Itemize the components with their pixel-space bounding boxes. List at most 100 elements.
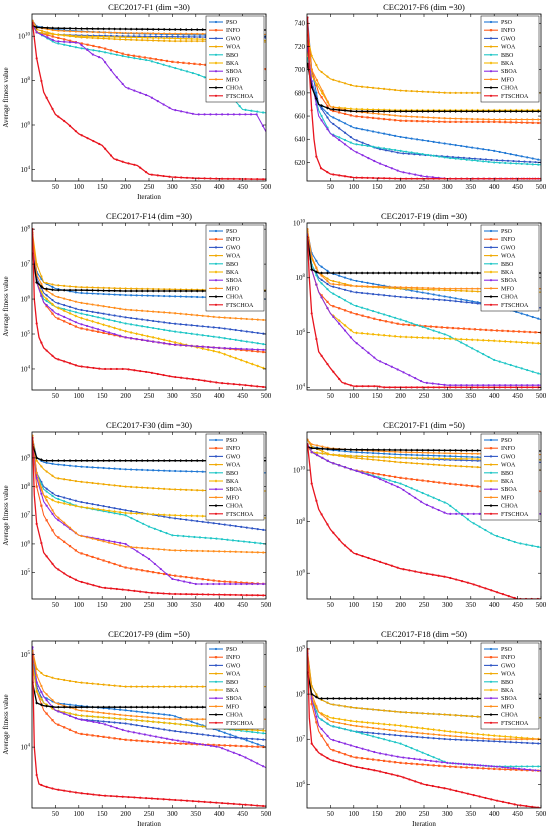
series-marker-mfo: [310, 255, 313, 258]
series-marker-woa: [399, 89, 402, 92]
series-marker-mfo: [163, 32, 166, 35]
legend-label-woa: WOA: [501, 254, 516, 260]
series-marker-sboa: [139, 91, 142, 94]
series-marker-gwo: [523, 160, 526, 163]
series-marker-pso: [410, 137, 413, 140]
series-marker-bbo: [382, 738, 386, 741]
series-marker-woa: [443, 464, 446, 467]
series-marker-gwo: [201, 520, 204, 523]
y-tick-label: 108: [296, 518, 306, 526]
series-marker-mfo: [179, 312, 182, 315]
series-marker-bbo: [229, 337, 232, 341]
series-marker-woa: [152, 39, 155, 42]
series-marker-bka: [45, 297, 49, 301]
series-marker-sboa: [238, 753, 241, 757]
series-marker-pso: [57, 463, 60, 466]
series-marker-bka: [325, 714, 329, 718]
series-marker-woa: [427, 712, 430, 715]
series-marker-info: [35, 485, 38, 488]
series-marker-sboa: [315, 715, 318, 718]
series-marker-woa: [185, 685, 188, 688]
series-marker-mfo: [377, 112, 380, 115]
series-marker-gwo: [196, 732, 199, 735]
series-marker-choa: [91, 27, 95, 31]
series-marker-info: [130, 739, 133, 742]
series-marker-info: [399, 119, 402, 122]
series-marker-ftschoa: [174, 176, 177, 179]
series-marker-woa: [51, 474, 54, 477]
legend-label-sboa: SBOA: [501, 69, 518, 75]
series-marker-info: [63, 540, 66, 543]
series-marker-mfo: [493, 738, 496, 741]
series-marker-bbo: [240, 339, 243, 342]
series-marker-bbo: [315, 274, 318, 277]
series-line-ftschoa: [32, 654, 266, 807]
series-marker-bbo: [443, 156, 446, 159]
series-marker-bbo: [476, 350, 479, 353]
y-tick-label: 1010: [293, 219, 306, 227]
series-marker-woa: [326, 75, 329, 78]
series-marker-bka: [448, 730, 452, 734]
series-marker-woa: [321, 450, 324, 453]
series-marker-gwo: [74, 499, 77, 502]
series-marker-ftschoa: [315, 337, 318, 341]
series-marker-woa: [168, 288, 171, 291]
series-marker-gwo: [489, 37, 493, 40]
series-marker-ftschoa: [379, 770, 382, 773]
series-marker-info: [371, 116, 375, 120]
series-marker-woa: [74, 285, 77, 288]
series-marker-ftschoa: [127, 162, 130, 165]
series-marker-ftschoa: [494, 177, 497, 180]
series-marker-info: [45, 519, 48, 522]
series-marker-info: [360, 757, 364, 760]
series-marker-sboa: [509, 384, 512, 387]
series-marker-mfo: [531, 118, 534, 121]
series-marker-ftschoa: [410, 386, 413, 389]
series-marker-woa: [443, 91, 446, 94]
series-marker-bbo: [355, 143, 358, 146]
x-tick-label: 450: [237, 183, 248, 191]
series-marker-sboa: [80, 718, 83, 721]
series-marker-woa: [432, 91, 435, 94]
series-marker-pso: [443, 142, 446, 145]
series-marker-mfo: [152, 310, 155, 313]
series-marker-ftschoa: [478, 585, 481, 588]
series-marker-info: [190, 576, 193, 579]
series-marker-mfo: [438, 116, 441, 120]
series-marker-pso: [471, 146, 474, 149]
series-marker-info: [262, 350, 265, 354]
series-marker-sboa: [218, 346, 221, 350]
series-marker-bbo: [509, 363, 512, 367]
series-marker-sboa: [121, 82, 124, 86]
series-marker-bbo: [214, 53, 218, 56]
x-tick-label: 300: [442, 392, 453, 400]
series-marker-woa: [57, 677, 60, 681]
series-marker-ftschoa: [513, 803, 516, 806]
series-marker-woa: [63, 284, 66, 287]
x-tick-label: 250: [419, 392, 430, 400]
series-marker-ftschoa: [144, 171, 148, 174]
series-marker-woa: [388, 709, 391, 713]
series-marker-gwo: [320, 107, 323, 110]
series-marker-bbo: [432, 756, 435, 759]
series-marker-gwo: [443, 737, 446, 741]
legend-label-woa: WOA: [226, 45, 241, 51]
series-marker-ftschoa: [490, 798, 493, 801]
series-marker-info: [57, 723, 60, 726]
series-marker-bbo: [320, 718, 323, 721]
legend-label-mfo: MFO: [501, 495, 515, 501]
series-marker-ftschoa: [465, 386, 468, 389]
series-marker-bbo: [190, 332, 193, 335]
series-marker-mfo: [388, 450, 391, 453]
series-marker-sboa: [449, 512, 452, 515]
series-marker-bka: [173, 722, 177, 726]
series-marker-choa: [214, 713, 218, 717]
series-marker-pso: [251, 741, 254, 744]
series-marker-gwo: [141, 318, 144, 321]
series-marker-mfo: [338, 283, 341, 286]
series-marker-choa: [437, 109, 441, 113]
series-marker-ftschoa: [472, 794, 475, 797]
series-marker-mfo: [388, 728, 391, 732]
series-marker-bbo: [465, 158, 468, 161]
series-marker-pso: [349, 450, 352, 453]
